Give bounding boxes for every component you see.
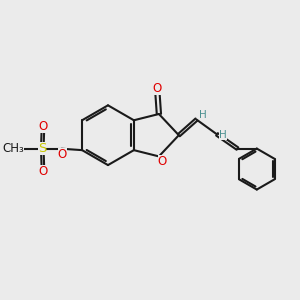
Text: O: O <box>39 120 48 133</box>
Text: O: O <box>153 82 162 95</box>
Text: O: O <box>158 155 167 168</box>
Text: S: S <box>38 142 46 155</box>
Text: H: H <box>199 110 207 120</box>
Text: O: O <box>58 148 67 161</box>
Text: CH₃: CH₃ <box>2 142 24 155</box>
Text: O: O <box>39 165 48 178</box>
Text: H: H <box>219 130 227 140</box>
